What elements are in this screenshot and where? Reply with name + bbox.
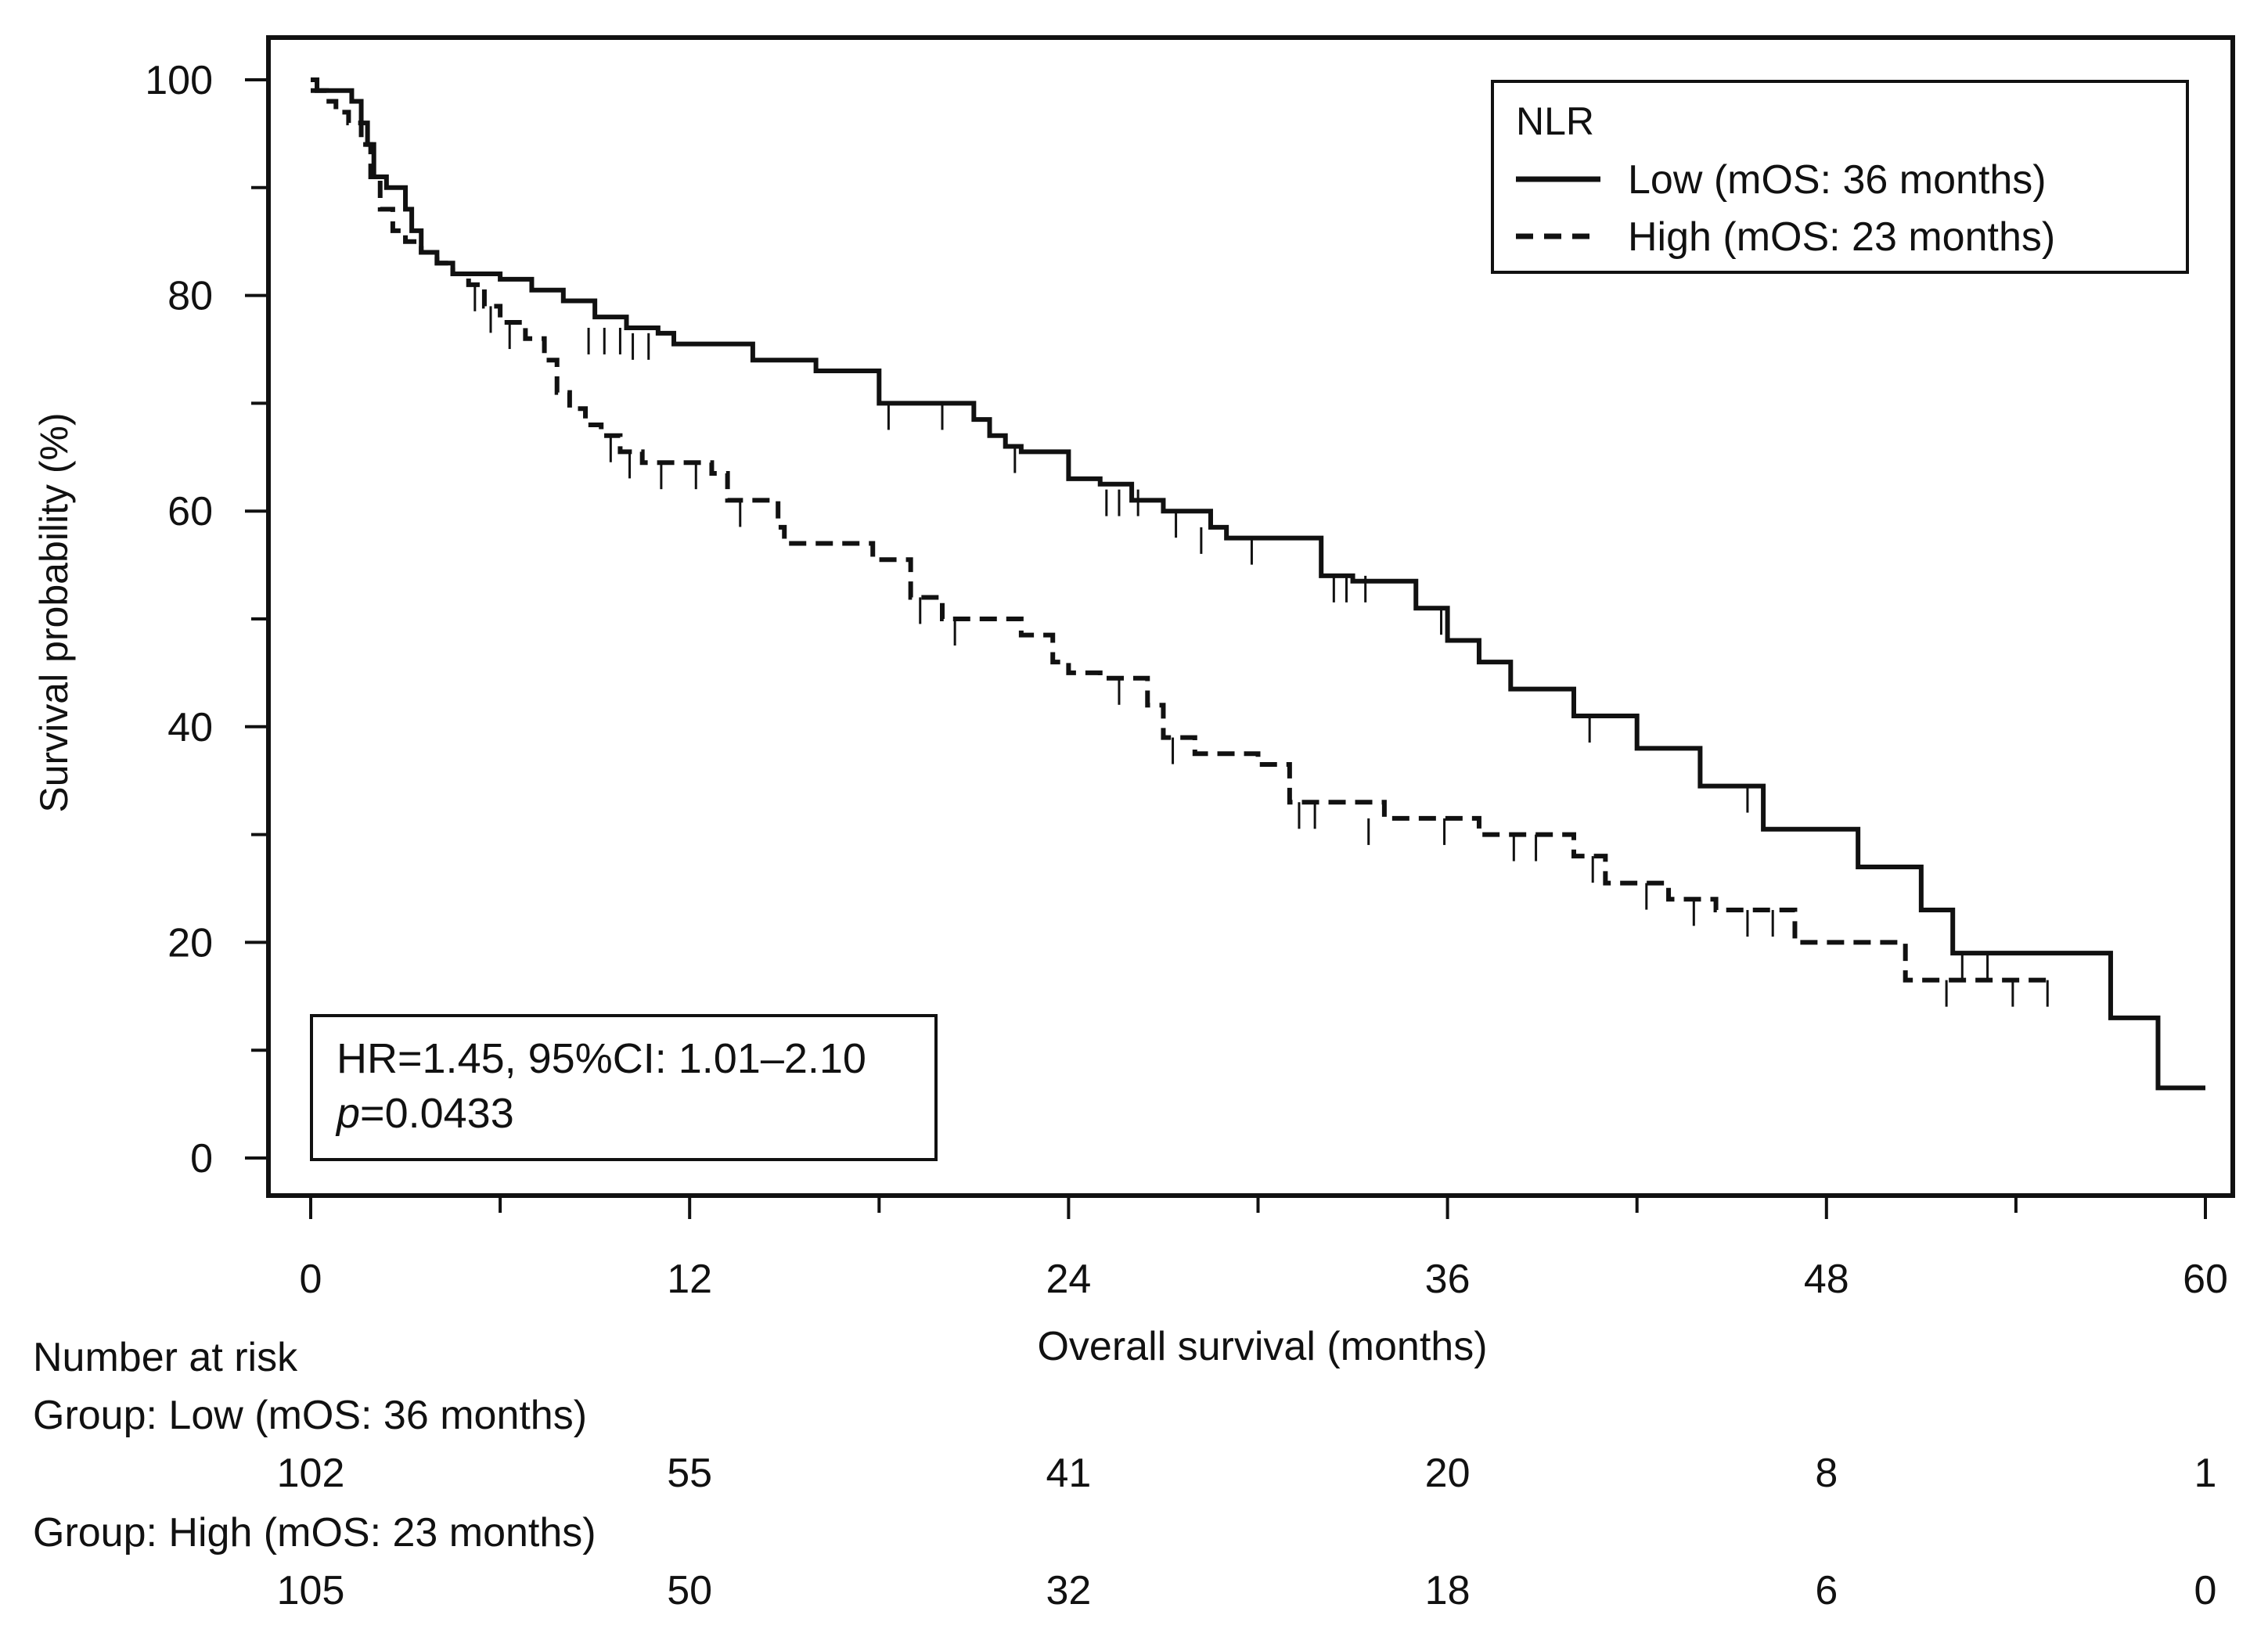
- risk-count: 50: [667, 1568, 712, 1613]
- series-group: [311, 77, 2205, 1091]
- risk-row-high: 105 50 32 18 6 0: [277, 1568, 2217, 1613]
- plot-frame: [266, 35, 2235, 1198]
- risk-count: 105: [277, 1568, 345, 1613]
- y-tick-label: 40: [167, 705, 213, 750]
- legend-entry-low: Low (mOS: 36 months): [1628, 157, 2047, 203]
- legend: NLR Low (mOS: 36 months) High (mOS: 23 m…: [1491, 80, 2189, 274]
- y-axis-label: Survival probability (%): [32, 412, 76, 812]
- series-line-high: [311, 88, 2048, 983]
- y-tick-label: 20: [167, 920, 213, 966]
- axes: 0 12 24 36 48 60 0 20 40 60 80 100: [145, 58, 2228, 1302]
- risk-table: Number at risk Group: Low (mOS: 36 month…: [33, 1335, 2216, 1613]
- hazard-ratio-text: HR=1.45, 95%CI: 1.01–2.10: [337, 1035, 866, 1082]
- legend-title: NLR: [1516, 99, 1594, 143]
- x-tick-label: 24: [1046, 1257, 1091, 1302]
- risk-group-high-label: Group: High (mOS: 23 months): [33, 1510, 596, 1555]
- y-tick-label: 0: [190, 1136, 213, 1181]
- p-value-text: p=0.0433: [335, 1090, 514, 1137]
- risk-row-low: 102 55 41 20 8 1: [277, 1451, 2217, 1496]
- risk-count: 1: [2194, 1451, 2217, 1496]
- risk-count: 32: [1046, 1568, 1091, 1613]
- x-tick-label: 0: [300, 1257, 322, 1302]
- legend-entry-high: High (mOS: 23 months): [1628, 214, 2055, 260]
- y-tick-label: 60: [167, 489, 213, 534]
- legend-box: [1491, 80, 2189, 274]
- risk-group-low-label: Group: Low (mOS: 36 months): [33, 1393, 587, 1438]
- risk-count: 102: [277, 1451, 345, 1496]
- y-tick-label: 80: [167, 274, 213, 319]
- risk-count: 55: [667, 1451, 712, 1496]
- risk-count: 18: [1425, 1568, 1471, 1613]
- x-axis-label: Overall survival (months): [1037, 1324, 1487, 1369]
- risk-count: 8: [1815, 1451, 1838, 1496]
- series-line-low: [311, 77, 2205, 1091]
- x-tick-label: 12: [667, 1257, 712, 1302]
- x-tick-label: 36: [1425, 1257, 1471, 1302]
- annotation-box: [310, 1014, 938, 1161]
- y-tick-label: 100: [145, 58, 213, 103]
- x-tick-label: 48: [1804, 1257, 1849, 1302]
- risk-count: 41: [1046, 1451, 1091, 1496]
- p-value: =0.0433: [360, 1090, 514, 1137]
- risk-count: 0: [2194, 1568, 2217, 1613]
- risk-table-title: Number at risk: [33, 1335, 298, 1380]
- risk-count: 6: [1815, 1568, 1838, 1613]
- x-tick-label: 60: [2183, 1257, 2228, 1302]
- p-symbol: p: [335, 1090, 360, 1137]
- risk-count: 20: [1425, 1451, 1471, 1496]
- hazard-ratio-annotation: HR=1.45, 95%CI: 1.01–2.10 p=0.0433: [310, 1014, 938, 1161]
